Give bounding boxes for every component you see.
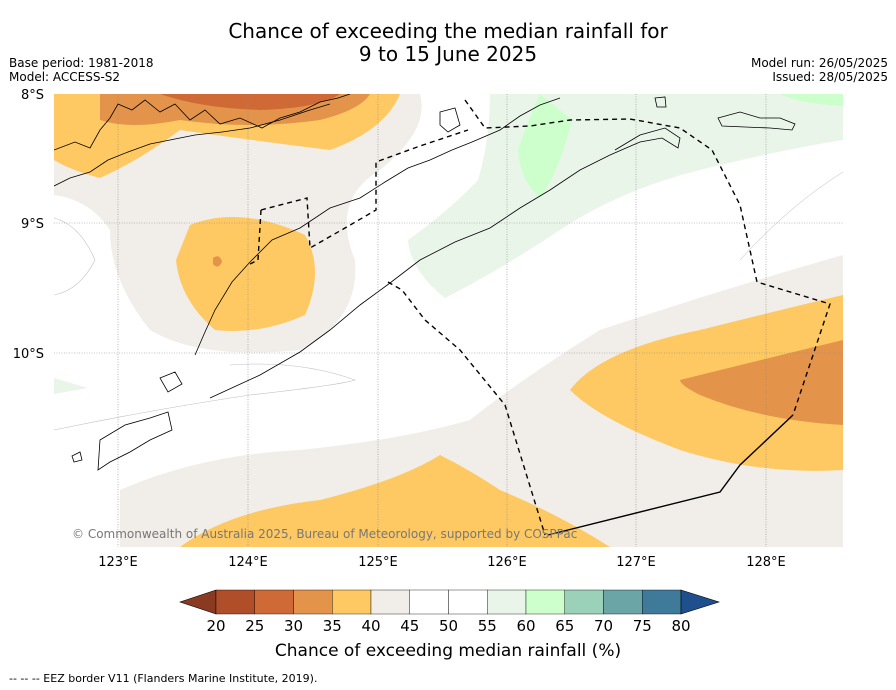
colorbar-tick-label: 60 — [516, 617, 535, 635]
coastline-north — [54, 94, 351, 151]
colorbar-segment — [525, 589, 565, 615]
coastline-timor-south — [209, 127, 681, 399]
colorbar-tick-label: 65 — [555, 617, 574, 635]
meta-left: Base period: 1981-2018 Model: ACCESS-S2 — [9, 56, 154, 84]
eez-footnote: -- -- -- EEZ border V11 (Flanders Marine… — [9, 672, 318, 685]
lon-label-125e: 125°E — [358, 555, 398, 570]
colorbar-tick-label: 35 — [323, 617, 342, 635]
title-line-2: 9 to 15 June 2025 — [358, 42, 538, 66]
colorbar-segment — [254, 589, 294, 615]
copyright-notice: © Commonwealth of Australia 2025, Bureau… — [72, 527, 578, 541]
colorbar-tick-label: 40 — [361, 617, 380, 635]
colorbar-tick-label: 50 — [439, 617, 458, 635]
eez-border-solid — [547, 414, 794, 536]
colorbar-tick-label: 30 — [284, 617, 303, 635]
base-period: Base period: 1981-2018 — [9, 56, 154, 70]
zone-orange-east — [680, 340, 843, 425]
colorbar: 20 25 30 35 40 45 50 55 60 65 70 75 80 — [179, 589, 720, 635]
colorbar-segment — [448, 589, 488, 615]
colorbar-segment — [642, 589, 682, 615]
zone-green-patch — [518, 94, 572, 198]
contour-line — [54, 363, 356, 431]
zone-lightgreen-west — [54, 378, 88, 394]
lat-label-8s: 8°S — [21, 88, 44, 103]
colorbar-under-arrow — [179, 589, 217, 615]
issued-date: Issued: 28/05/2025 — [772, 70, 888, 84]
zone-beige-south — [120, 255, 843, 547]
zone-orange-dot — [213, 256, 222, 267]
zone-green-corner — [780, 94, 843, 106]
map-area — [54, 94, 843, 547]
gridlines — [54, 94, 843, 547]
zone-yellow-central — [176, 217, 315, 331]
colorbar-tick-label: 75 — [633, 617, 652, 635]
lon-label-128e: 128°E — [746, 555, 786, 570]
meta-right: Model run: 26/05/2025 Issued: 28/05/2025 — [751, 56, 888, 84]
colorbar-tick-label: 70 — [594, 617, 613, 635]
colorbar-segment — [215, 589, 255, 615]
colorbar-segment — [332, 589, 372, 615]
zone-lightgreen-diagonal — [408, 94, 843, 298]
colorbar-segment — [370, 589, 410, 615]
colorbar-tick-label: 20 — [206, 617, 225, 635]
colorbar-tick-label: 55 — [478, 617, 497, 635]
title-line-1: Chance of exceeding the median rainfall … — [228, 19, 668, 43]
colorbar-segment — [409, 589, 449, 615]
colorbar-segment — [487, 589, 527, 615]
lon-label-124e: 124°E — [228, 555, 268, 570]
coastline-islets — [439, 96, 796, 133]
colorbar-over-arrow — [680, 589, 720, 615]
coastline-north-2 — [54, 103, 331, 187]
map-title: Chance of exceeding the median rainfall … — [0, 20, 896, 66]
lon-label-123e: 123°E — [98, 555, 138, 570]
colorbar-tick-label: 80 — [671, 617, 690, 635]
lat-label-10s: 10°S — [13, 347, 44, 362]
coastline-timor — [194, 97, 561, 356]
colorbar-tick-label: 25 — [245, 617, 264, 635]
colorbar-segment — [603, 589, 643, 615]
contour-line — [54, 217, 96, 296]
lon-label-127e: 127°E — [616, 555, 656, 570]
colorbar-tick-label: 45 — [400, 617, 419, 635]
eez-border-west — [247, 209, 262, 266]
lat-label-9s: 9°S — [21, 217, 44, 232]
colorbar-segment — [293, 589, 333, 615]
coastlines — [54, 94, 796, 471]
zone-darkorange-north — [160, 94, 340, 110]
contour-line — [739, 171, 843, 261]
model-run: Model run: 26/05/2025 — [750, 56, 888, 70]
coastline-west-islands — [71, 371, 183, 471]
model-name: Model: ACCESS-S2 — [9, 70, 121, 84]
eez-border-dashed — [260, 99, 831, 536]
zone-yellow-south — [180, 455, 610, 547]
colorbar-segment — [564, 589, 604, 615]
colorbar-label: Chance of exceeding median rainfall (%) — [274, 641, 622, 661]
lon-label-126e: 126°E — [487, 555, 527, 570]
